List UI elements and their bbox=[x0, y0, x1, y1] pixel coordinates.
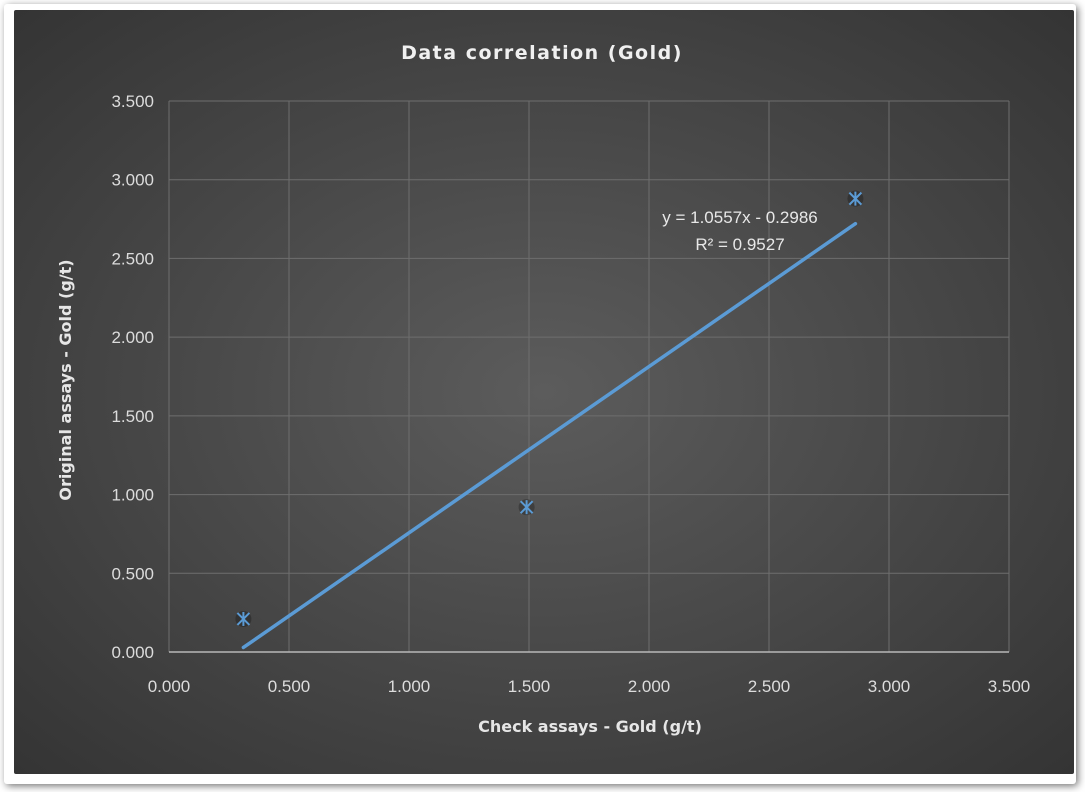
x-tick-labels: 0.000 0.500 1.000 1.500 2.000 2.500 3.000 3.500 bbox=[148, 677, 1031, 696]
y-tick-label: 0.000 bbox=[111, 643, 154, 662]
x-axis-title: Check assays - Gold (g/t) bbox=[478, 717, 702, 736]
data-point bbox=[518, 499, 535, 516]
chart-frame: 0.000 0.500 1.000 1.500 2.000 2.500 3.000 3.500… bbox=[4, 4, 1076, 784]
chart-area: 0.000 0.500 1.000 1.500 2.000 2.500 3.000 3.500… bbox=[14, 10, 1074, 774]
y-tick-label: 1.000 bbox=[111, 486, 154, 505]
y-tick-labels: 0.000 0.500 1.000 1.500 2.000 2.500 3.000 3.500 bbox=[111, 92, 154, 662]
trendline-equation: y = 1.0557x - 0.2986 bbox=[662, 208, 817, 227]
y-tick-label: 3.000 bbox=[111, 171, 154, 190]
data-point bbox=[235, 610, 252, 627]
x-tick-label: 3.500 bbox=[988, 677, 1031, 696]
x-tick-label: 1.000 bbox=[388, 677, 431, 696]
trendline-group bbox=[241, 221, 858, 650]
trendline-r-squared: R² = 0.9527 bbox=[695, 235, 784, 254]
gridlines bbox=[168, 100, 1010, 653]
y-tick-label: 2.500 bbox=[111, 249, 154, 268]
y-tick-label: 3.500 bbox=[111, 92, 154, 111]
y-axis-title: Original assays - Gold (g/t) bbox=[56, 259, 75, 500]
x-tick-label: 2.500 bbox=[748, 677, 791, 696]
data-points bbox=[235, 190, 864, 627]
y-tick-label: 1.500 bbox=[111, 407, 154, 426]
data-point bbox=[847, 190, 864, 207]
y-tick-label: 0.500 bbox=[111, 564, 154, 583]
x-tick-label: 2.000 bbox=[628, 677, 671, 696]
trendline bbox=[241, 221, 858, 650]
scatter-chart: 0.000 0.500 1.000 1.500 2.000 2.500 3.000 3.500… bbox=[56, 42, 1031, 736]
x-tick-label: 3.000 bbox=[868, 677, 911, 696]
y-tick-label: 2.000 bbox=[111, 328, 154, 347]
x-tick-label: 0.500 bbox=[268, 677, 311, 696]
x-tick-label: 1.500 bbox=[508, 677, 551, 696]
chart-title: Data correlation (Gold) bbox=[401, 42, 683, 64]
x-tick-label: 0.000 bbox=[148, 677, 191, 696]
